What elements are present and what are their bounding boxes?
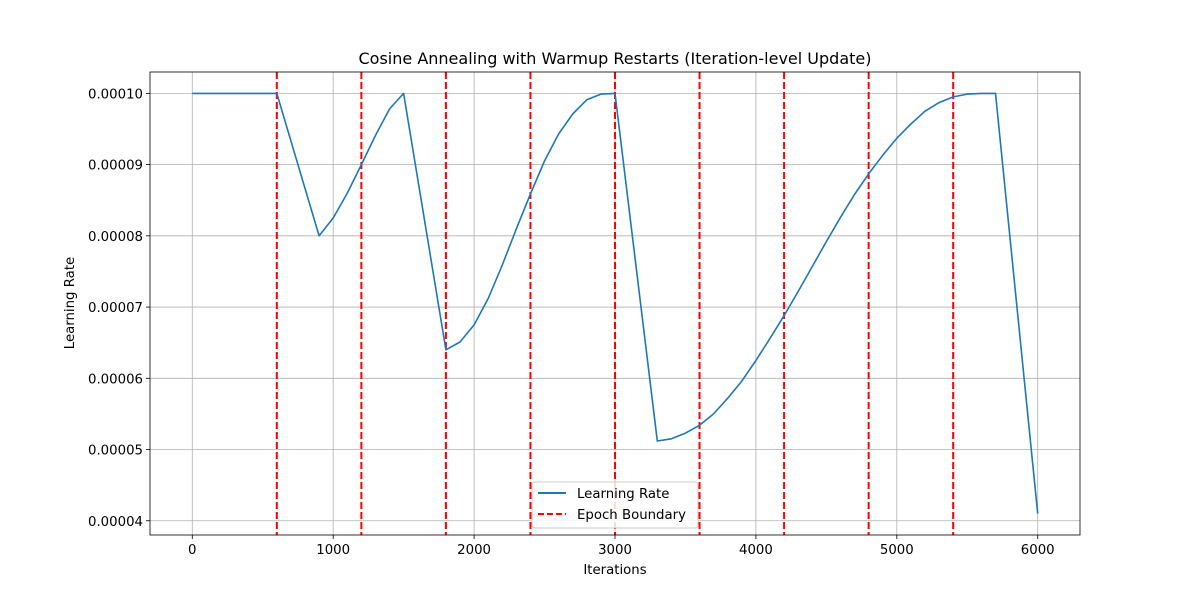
x-axis-ticks: 0 1000 2000 3000 4000 5000 6000 bbox=[188, 535, 1055, 558]
y-axis-ticks: 0.00004 0.00005 0.00006 0.00007 0.00008 0.000… bbox=[88, 87, 150, 530]
x-tick-label: 0 bbox=[188, 543, 196, 558]
y-tick-label: 0.00010 bbox=[88, 87, 143, 102]
y-tick-label: 0.00009 bbox=[88, 159, 143, 174]
y-tick-label: 0.00006 bbox=[88, 372, 143, 387]
chart-title: Cosine Annealing with Warmup Restarts (I… bbox=[359, 49, 872, 68]
y-tick-label: 0.00008 bbox=[88, 230, 143, 245]
legend-label-epoch-boundary: Epoch Boundary bbox=[577, 508, 686, 523]
x-tick-label: 1000 bbox=[316, 543, 350, 558]
y-tick-label: 0.00005 bbox=[88, 444, 143, 459]
x-tick-label: 6000 bbox=[1021, 543, 1055, 558]
legend: Learning Rate Epoch Boundary bbox=[531, 481, 699, 529]
legend-label-learning-rate: Learning Rate bbox=[577, 487, 669, 502]
y-axis-label: Learning Rate bbox=[63, 257, 78, 349]
legend-box bbox=[531, 481, 699, 529]
y-tick-label: 0.00004 bbox=[88, 515, 143, 530]
x-axis-label: Iterations bbox=[583, 563, 646, 578]
epoch-boundaries bbox=[275, 72, 955, 535]
learning-rate-line bbox=[192, 92, 1039, 514]
series-lines bbox=[192, 92, 1039, 514]
x-tick-label: 4000 bbox=[739, 543, 773, 558]
x-tick-label: 3000 bbox=[598, 543, 632, 558]
x-tick-label: 5000 bbox=[880, 543, 914, 558]
x-tick-label: 2000 bbox=[457, 543, 491, 558]
y-tick-label: 0.00007 bbox=[88, 301, 143, 316]
